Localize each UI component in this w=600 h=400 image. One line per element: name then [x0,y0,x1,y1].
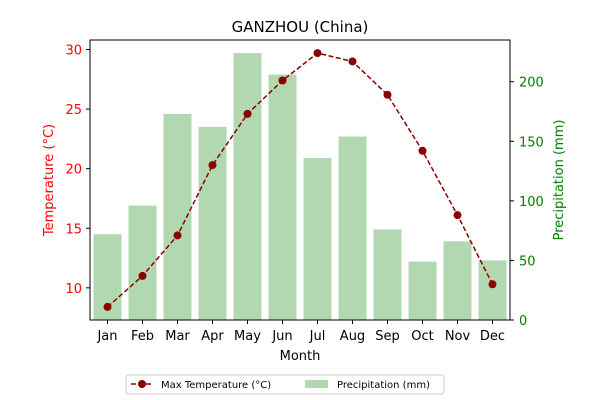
temperature-point-jan [103,302,112,311]
precipitation-bar-dec [478,260,507,320]
legend-bar-swatch [305,380,328,388]
temperature-point-sep [383,90,392,99]
temperature-point-feb [138,271,147,280]
x-tick-label: Nov [445,329,471,344]
right-tick-label: 50 [519,254,536,269]
legend: Max Temperature (°C) Precipitation (mm) [125,374,445,395]
right-tick-label: 150 [519,135,544,150]
x-tick-label: Jun [271,329,292,344]
x-axis-ticks: Jan Feb Mar Apr May Jun Jul Aug Sep Oct Nov Dec [96,320,505,344]
temperature-line [103,49,497,311]
legend-label-temperature: Max Temperature (°C) [161,380,271,391]
temperature-point-mar [173,231,182,240]
x-tick-label: Jul [309,329,326,344]
temperature-point-jun [278,76,287,85]
precipitation-bar-may [233,53,262,320]
x-tick-label: Mar [165,329,190,344]
precipitation-bar-oct [408,261,437,320]
left-tick-label: 25 [65,103,82,118]
temperature-line-path [107,52,494,308]
precipitation-bar-feb [128,205,157,320]
left-axis-label: Temperature (°C) [42,124,57,237]
legend-line-marker [138,380,146,388]
x-axis-label: Month [280,349,321,364]
right-axis-label: Precipitation (mm) [552,120,567,241]
temperature-point-apr [208,161,217,170]
precipitation-bar-jun [268,74,297,320]
temperature-point-dec [488,280,497,289]
left-tick-label: 20 [65,163,82,178]
left-tick-label: 30 [65,44,82,59]
x-tick-label: Dec [480,329,505,344]
x-tick-label: Oct [411,329,433,344]
right-tick-label: 0 [519,314,527,329]
x-tick-label: Sep [375,329,400,344]
temperature-point-aug [348,57,357,66]
x-tick-label: Feb [131,329,154,344]
temperature-point-oct [418,146,427,155]
chart-title: GANZHOU (China) [232,18,369,36]
precipitation-bar-nov [443,241,472,320]
temperature-point-nov [453,211,462,220]
temperature-point-may [243,109,252,118]
left-tick-label: 15 [65,222,82,237]
x-tick-label: Jan [96,329,117,344]
plot-frame [89,39,511,321]
precipitation-bar-sep [373,229,402,320]
precipitation-bars [93,53,507,320]
right-tick-label: 200 [519,76,544,91]
temperature-point-jul [313,49,322,58]
x-tick-label: May [234,329,261,344]
right-axis-ticks: 0 50 100 150 200 [510,76,544,329]
precipitation-bar-jul [303,157,332,320]
left-tick-label: 10 [65,282,82,297]
x-tick-label: Aug [340,329,365,344]
x-tick-label: Apr [201,329,224,344]
precipitation-bar-apr [198,126,227,320]
precipitation-bar-aug [338,136,367,320]
legend-label-precipitation: Precipitation (mm) [337,380,430,391]
right-tick-label: 100 [519,195,544,210]
legend-box [125,374,445,395]
left-axis-ticks: 10 15 20 25 30 [65,44,90,297]
